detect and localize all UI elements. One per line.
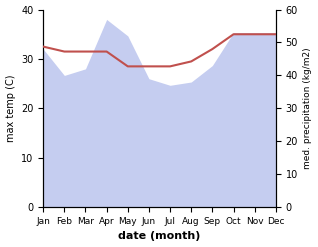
X-axis label: date (month): date (month) xyxy=(118,231,201,242)
Y-axis label: med. precipitation (kg/m2): med. precipitation (kg/m2) xyxy=(303,48,313,169)
Y-axis label: max temp (C): max temp (C) xyxy=(5,75,16,142)
